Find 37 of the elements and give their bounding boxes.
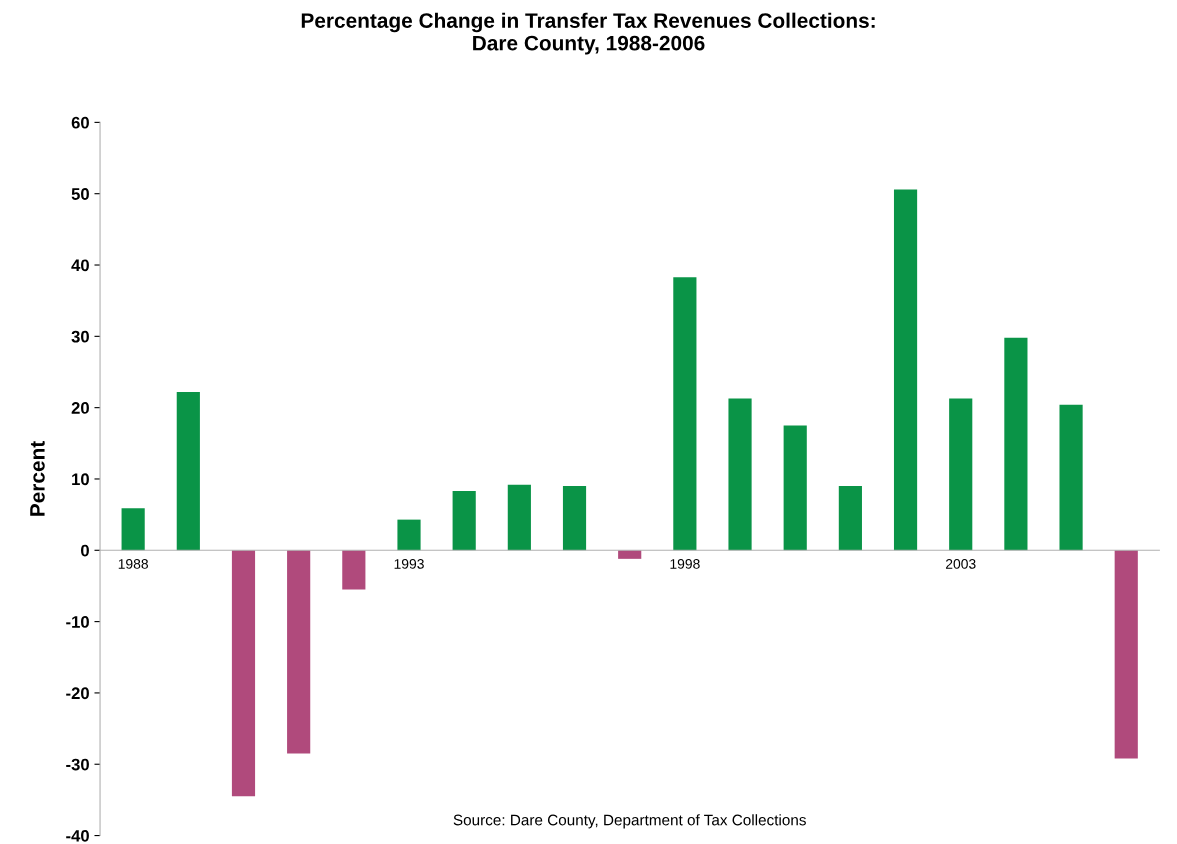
bar (287, 550, 311, 754)
y-tick-label: -20 (66, 687, 89, 700)
y-tick-label: 40 (71, 259, 89, 272)
y-tick-label: 0 (81, 544, 89, 557)
bar (783, 425, 807, 551)
y-tick-label: 20 (71, 402, 89, 414)
bar (893, 189, 918, 551)
x-tick-label: 1988 (118, 558, 148, 569)
bar (397, 519, 421, 551)
bar (231, 550, 256, 797)
annotation: Source: Dare County, Department of Tax Collections (453, 814, 806, 829)
x-tick-label: 1993 (394, 558, 424, 569)
y-axis-title: Percent (30, 441, 45, 516)
bar (452, 491, 476, 551)
bar (1059, 404, 1083, 551)
y-tick-label: 30 (71, 330, 89, 343)
x-tick-label: 1998 (670, 558, 700, 569)
bar (1004, 337, 1028, 551)
bar (618, 550, 642, 559)
bar (728, 398, 752, 551)
bar (949, 398, 973, 551)
bar (673, 277, 697, 551)
bar (342, 550, 366, 590)
y-tick-label: 60 (71, 116, 89, 129)
y-tick-label: 50 (71, 188, 89, 200)
y-tick-label: -40 (66, 829, 89, 842)
bar (176, 391, 200, 551)
bar (507, 484, 531, 551)
bar (838, 486, 862, 551)
bar (1114, 550, 1138, 759)
bar (562, 486, 587, 551)
chart-title: Percentage Change in Transfer Tax Revenues Collections: Dare County, 1988-2006 (301, 12, 875, 55)
x-tick-label: 2003 (945, 558, 976, 569)
y-tick-label: 10 (72, 473, 89, 486)
bar (121, 508, 145, 551)
y-tick-label: -30 (66, 758, 89, 771)
y-tick-label: -10 (66, 616, 89, 628)
